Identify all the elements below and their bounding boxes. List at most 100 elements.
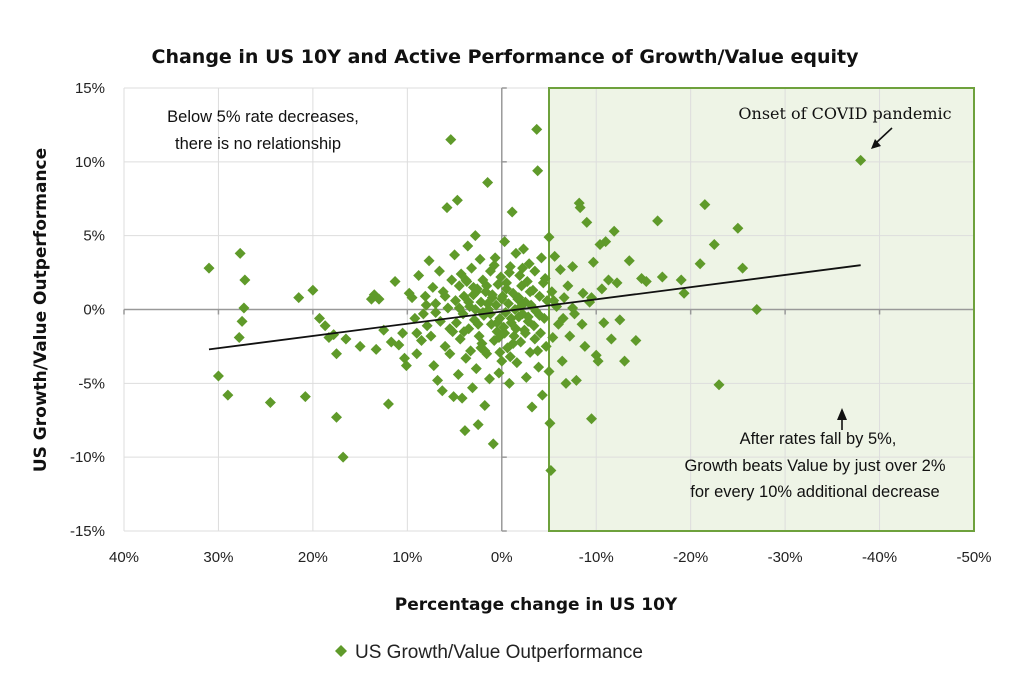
data-point — [451, 194, 463, 206]
annotation-covid: Onset of COVID pandemic — [738, 104, 952, 149]
legend: US Growth/Value Outperformance — [335, 642, 643, 663]
data-point — [411, 348, 423, 360]
data-point — [557, 312, 569, 324]
data-point — [502, 298, 514, 310]
data-point — [212, 370, 224, 382]
y-tick-label: 15% — [75, 80, 105, 97]
data-point — [444, 323, 456, 335]
data-point — [546, 286, 558, 298]
data-point — [501, 277, 512, 289]
data-point — [472, 318, 484, 330]
data-point — [732, 222, 744, 234]
data-point — [441, 202, 453, 214]
data-point — [531, 123, 543, 135]
data-point — [507, 337, 519, 349]
data-point — [562, 280, 574, 292]
x-tick-label: -40% — [862, 549, 897, 566]
data-point — [524, 286, 536, 298]
plot-area — [123, 87, 975, 532]
x-tick-label: -50% — [956, 549, 991, 566]
data-point — [487, 438, 499, 450]
data-point — [467, 382, 478, 394]
x-tick-label: -10% — [579, 549, 614, 566]
data-point — [543, 231, 555, 243]
data-point — [532, 165, 544, 177]
data-point — [482, 298, 494, 310]
y-tick-label: -5% — [78, 375, 105, 392]
data-point — [439, 340, 451, 352]
data-point — [605, 333, 617, 345]
data-point — [630, 335, 642, 347]
data-point — [472, 419, 484, 431]
data-point — [675, 274, 687, 286]
data-point — [222, 389, 234, 401]
annotation-after5-line2: Growth beats Value by just over 2% — [684, 457, 945, 475]
data-point — [529, 333, 541, 345]
data-point — [518, 243, 529, 255]
data-point — [548, 295, 560, 307]
data-point — [652, 215, 664, 227]
data-point — [427, 281, 439, 293]
data-point — [567, 302, 579, 314]
data-point — [370, 343, 382, 355]
data-point — [421, 320, 433, 332]
data-point — [556, 355, 568, 367]
data-point — [564, 330, 576, 342]
data-point — [233, 332, 245, 344]
trendline — [208, 264, 861, 351]
data-point — [510, 323, 522, 335]
data-points — [203, 123, 867, 476]
data-point — [469, 230, 481, 242]
data-point — [454, 333, 466, 345]
data-point — [496, 355, 508, 367]
data-point — [466, 262, 478, 274]
data-point — [420, 299, 432, 311]
data-point — [432, 374, 444, 386]
annotation-below5-line1: Below 5% rate decreases, — [167, 108, 359, 126]
data-point — [543, 366, 555, 378]
data-point — [453, 280, 465, 292]
data-point — [499, 236, 511, 248]
data-point — [430, 306, 442, 318]
data-point — [448, 391, 460, 403]
data-point — [751, 304, 763, 315]
data-point — [239, 274, 251, 286]
data-point — [307, 284, 319, 296]
data-point — [640, 275, 652, 287]
data-point — [465, 345, 477, 357]
data-point — [515, 336, 527, 348]
y-tick-label: -15% — [70, 523, 105, 540]
data-point — [541, 295, 553, 307]
data-point — [505, 312, 517, 324]
data-point — [496, 293, 508, 305]
data-point — [463, 296, 475, 308]
data-point — [611, 277, 623, 289]
data-point — [521, 275, 533, 287]
data-point — [459, 425, 471, 437]
data-point — [678, 287, 690, 299]
data-point — [577, 287, 589, 299]
data-point — [264, 397, 276, 409]
data-point — [532, 345, 544, 357]
data-point — [462, 240, 474, 252]
data-point — [500, 306, 512, 318]
data-point — [554, 264, 566, 276]
data-point — [413, 270, 425, 282]
y-axis-ticks: 15% 10% 5% 0% -5% -10% -15% — [70, 80, 105, 540]
data-point — [536, 389, 548, 401]
data-point — [494, 346, 506, 358]
data-point — [539, 272, 551, 284]
x-tick-label: -30% — [768, 549, 803, 566]
data-point — [570, 374, 582, 386]
data-point — [499, 327, 511, 339]
annotation-below5-line2: there is no relationship — [175, 135, 341, 153]
data-point — [547, 332, 559, 344]
data-point — [855, 154, 867, 166]
data-point — [579, 340, 591, 352]
arrow-down-left-icon — [871, 127, 893, 149]
data-point — [544, 417, 556, 429]
data-point — [558, 292, 570, 304]
data-point — [409, 312, 421, 324]
data-point — [458, 326, 470, 338]
data-point — [549, 250, 561, 262]
